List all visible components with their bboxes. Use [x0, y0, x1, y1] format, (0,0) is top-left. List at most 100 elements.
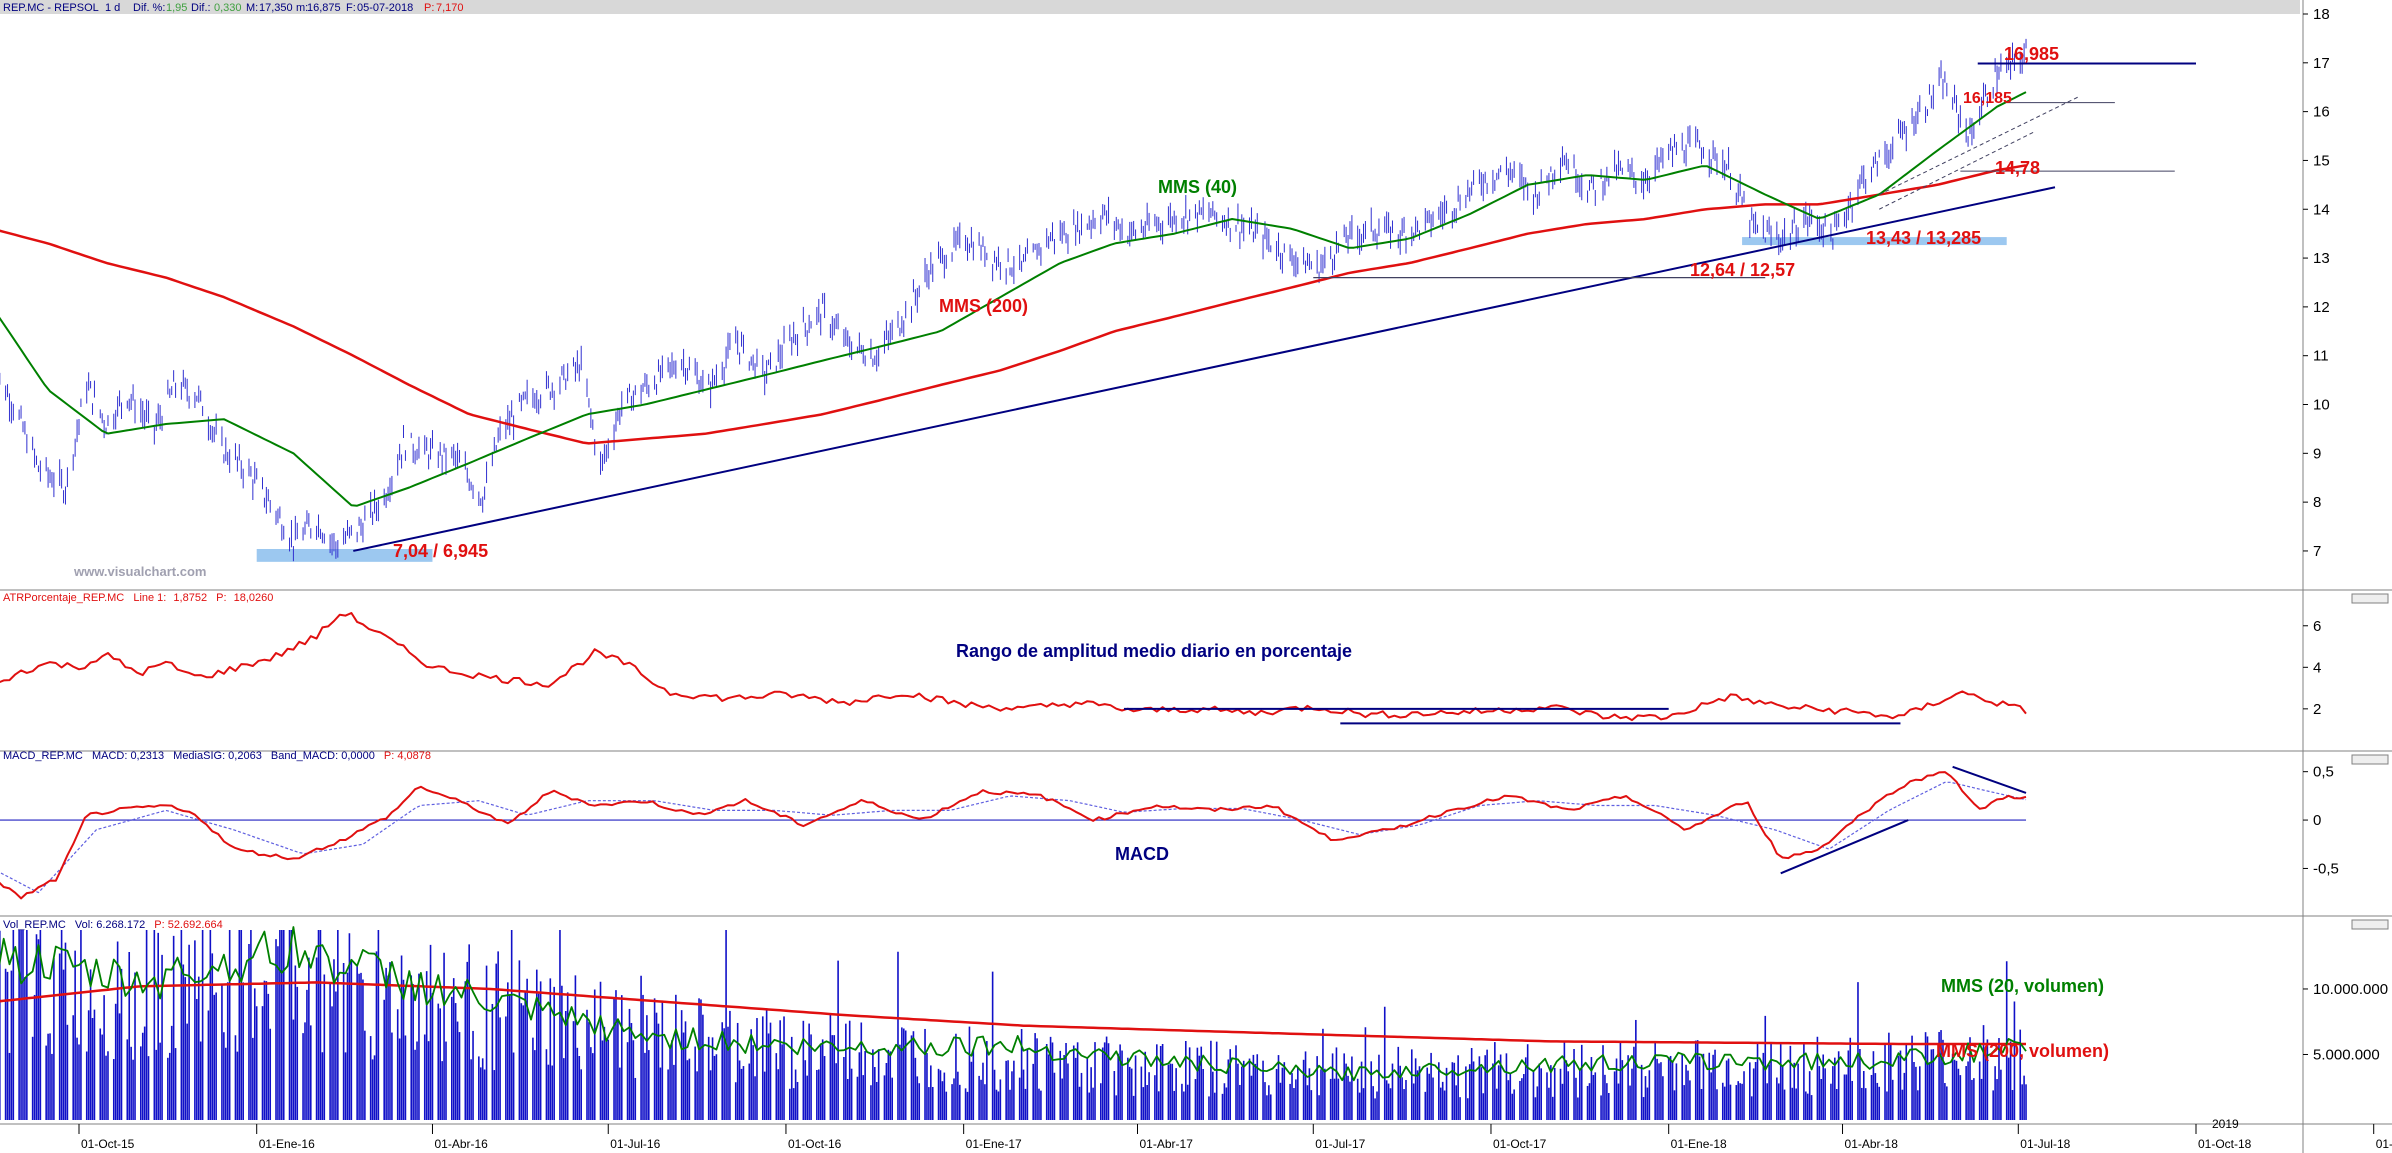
macd-title-signal: MediaSIG: 0,2063: [173, 750, 262, 762]
header-date: 05-07-2018: [357, 2, 413, 14]
xtick-label: 01-Abr-18: [1845, 1137, 1899, 1151]
mms40-line: [0, 91, 2027, 507]
header-price-label: P:: [424, 2, 434, 14]
x-axis: 01-Oct-15 01-Ene-16 01-Abr-16 01-Jul-16 01-O…: [78, 1124, 2392, 1151]
macd-panel: MACD_REP.MC MACD: 0,2313 MediaSIG: 0,206…: [0, 750, 2027, 900]
trend-lines: [353, 62, 2196, 552]
header-price: 7,170: [436, 2, 464, 14]
header-date-label: F:: [346, 2, 356, 14]
atr-title-line-val: 1,8752: [173, 592, 207, 604]
support-zone-1343: [1742, 237, 2007, 246]
macd-signal-line: [0, 781, 2027, 894]
volume-title-name: Vol_REP.MC: [3, 919, 66, 931]
label-mms20-volumen: MMS (20, volumen): [1941, 976, 2104, 996]
price-ytick-label: 8: [2313, 494, 2321, 511]
trend-line-main: [353, 186, 2056, 552]
xtick-label: 01-Ene-16: [259, 1137, 315, 1151]
price-ytick-label: 12: [2313, 299, 2330, 316]
header-max: 17,350: [259, 2, 293, 14]
annotation-704-6945: 7,04 / 6,945: [393, 541, 488, 561]
macd-ytick-label: 0,5: [2313, 764, 2334, 781]
atr-title-p: P:: [216, 592, 226, 604]
year-marker: 2019: [2212, 1117, 2239, 1131]
macd-trend-up: [1780, 819, 1909, 875]
price-ytick-label: 9: [2313, 445, 2321, 462]
header-min-label: m:: [296, 2, 308, 14]
xtick-label: 01-Oct-18: [2198, 1137, 2252, 1151]
y-axes: 7 8 9 10 11 12 13 14 15 16 17 18 2 4 6 0,5 0 -0,5 5.000.00…: [2303, 6, 2388, 1063]
annotation-1264-1257: 12,64 / 12,57: [1690, 260, 1795, 280]
atr-title: ATRPorcentaje_REP.MC Line 1: 1,8752 P: 1…: [3, 592, 273, 604]
xtick-label: 01-Jul-16: [610, 1137, 660, 1151]
volume-mms200-line: [0, 981, 2026, 1046]
xtick-label: 01-Oct-16: [788, 1137, 842, 1151]
annotation-16185: 16,185: [1963, 90, 2012, 107]
macd-title-p: P: 4,0878: [384, 750, 431, 762]
macd-line: [0, 771, 2027, 900]
label-mms200: MMS (200): [939, 296, 1028, 316]
header-dif-label: Dif.:: [191, 2, 211, 14]
vol-ytick-label: 10.000.000: [2313, 981, 2388, 998]
header-dif-pct: 1,95: [166, 2, 187, 14]
atr-ytick-label: 4: [2313, 659, 2321, 676]
atr-ytick-label: 2: [2313, 701, 2321, 718]
xtick-label: 01-Jul-18: [2020, 1137, 2070, 1151]
atr-panel: ATRPorcentaje_REP.MC Line 1: 1,8752 P: 1…: [0, 592, 2027, 725]
macd-label: MACD: [1115, 844, 1169, 864]
macd-trend-down: [1952, 765, 2027, 794]
xtick-label: 01-Oct-15: [81, 1137, 135, 1151]
macd-title-name: MACD_REP.MC: [3, 750, 83, 762]
mms40-line: [0, 91, 2027, 507]
header-max-label: M:: [246, 2, 258, 14]
watermark: www.visualchart.com: [73, 564, 206, 579]
price-ytick-label: 11: [2313, 348, 2329, 365]
price-series: [0, 38, 2027, 562]
price-ytick-label: 7: [2313, 543, 2321, 560]
volume-panel: Vol_REP.MC Vol: 6.268.172 P: 52.692.664 …: [0, 919, 2109, 1120]
price-ytick-label: 13: [2313, 250, 2330, 267]
pane-controls: [2351, 754, 2389, 765]
atr-label: Rango de amplitud medio diario en porcen…: [956, 641, 1352, 661]
price-ytick-label: 17: [2313, 55, 2330, 72]
atr-title-name: ATRPorcentaje_REP.MC: [3, 592, 124, 604]
volume-averages: [0, 926, 2027, 1082]
xtick-label: 01-Abr-17: [1140, 1137, 1194, 1151]
dashed-channel-upper: [1879, 96, 2079, 196]
atr-series: [0, 612, 2027, 725]
annotation-16985: 16,985: [2004, 44, 2059, 64]
support-zone-704: [256, 548, 433, 562]
label-mms200-volumen: MMS (200, volumen): [1936, 1041, 2109, 1061]
volume-title-p: P: 52.692.664: [154, 919, 223, 931]
price-ytick-label: 10: [2313, 397, 2330, 414]
xtick-label: 01-Jul-17: [1315, 1137, 1365, 1151]
pane-controls: [2351, 593, 2389, 604]
mms200-line: [0, 164, 2027, 445]
atr-title-p-val: 18,0260: [234, 592, 274, 604]
annotation-1478: 14,78: [1995, 158, 2040, 178]
header-min: 16,875: [307, 2, 341, 14]
price-annotations: 16,985 16,185 14,78 13,43 / 13,285 12,64…: [393, 44, 2059, 561]
header-dif: 0,330: [214, 2, 242, 14]
price-ytick-label: 15: [2313, 152, 2330, 169]
xtick-label: 01-Abr-16: [434, 1137, 488, 1151]
price-panel: www.visualchart.com 16,985 16,185 14,78 …: [0, 38, 2196, 579]
vol-ytick-label: 5.000.000: [2313, 1046, 2380, 1063]
header-interval: 1 d: [105, 2, 120, 14]
header-bar: [0, 0, 2300, 14]
label-mms40: MMS (40): [1158, 177, 1237, 197]
volume-mms20-line: [0, 926, 2027, 1082]
annotation-1343-13285: 13,43 / 13,285: [1866, 228, 1981, 248]
atr-line: [0, 612, 2027, 722]
price-ytick-label: 14: [2313, 201, 2330, 218]
macd-title-band: Band_MACD: 0,0000: [271, 750, 375, 762]
macd-title: MACD_REP.MC MACD: 0,2313 MediaSIG: 0,206…: [3, 750, 431, 762]
header-dif-pct-label: Dif. %:: [133, 2, 165, 14]
pane-controls: [2351, 919, 2389, 930]
dashed-channel-lower: [1878, 130, 2036, 210]
xtick-label: 01-Ene-18: [1671, 1137, 1727, 1151]
xtick-label: 01-Oct-17: [1493, 1137, 1547, 1151]
macd-series: [0, 765, 2027, 900]
volume-title: Vol_REP.MC Vol: 6.268.172 P: 52.692.664: [3, 919, 223, 931]
